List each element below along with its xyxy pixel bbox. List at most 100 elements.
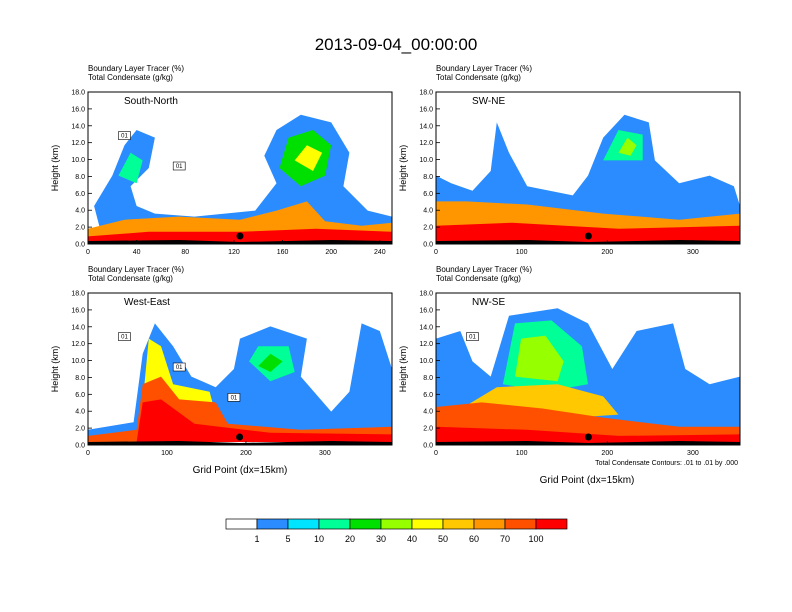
- terrain: [88, 240, 392, 244]
- tracer-field: [136, 399, 392, 442]
- contour-label-box: [227, 393, 241, 402]
- plot-frame: [87, 292, 393, 446]
- panel-header-line: Total Condensate (g/kg): [88, 73, 173, 82]
- terrain: [436, 240, 740, 244]
- y-tick-label: 0.0: [75, 443, 85, 450]
- colorbar: 1 5 10 20 30 40 50 60 70 100: [225, 518, 568, 544]
- x-tick-label: 300: [687, 450, 699, 457]
- y-tick-label: 4.0: [423, 409, 433, 416]
- y-tick-label: 14.0: [71, 123, 85, 130]
- y-tick-label: 14.0: [419, 324, 433, 331]
- colorbar-label: 20: [345, 534, 355, 544]
- contour-label: 01: [121, 134, 128, 140]
- x-tick-label: 100: [516, 249, 528, 256]
- colorbar-label: 30: [376, 534, 386, 544]
- x-axis-label-west-east: Grid Point (dx=15km): [193, 465, 288, 476]
- y-tick-label: 12.0: [419, 140, 433, 147]
- tracer-field: [118, 152, 143, 184]
- field-layer: [436, 308, 740, 445]
- y-tick-label: 16.0: [71, 106, 85, 113]
- y-tick-label: 8.0: [423, 375, 433, 382]
- y-tick-label: 2.0: [75, 225, 85, 232]
- y-tick-label: 2.0: [75, 426, 85, 433]
- y-tick-label: 18.0: [71, 291, 85, 298]
- x-tick-label: 240: [374, 249, 386, 256]
- y-tick-label: 6.0: [75, 392, 85, 399]
- panel-header-line: Boundary Layer Tracer (%): [436, 265, 532, 274]
- y-axis-label: Height (km): [50, 346, 60, 393]
- x-tick-label: 200: [601, 450, 613, 457]
- y-tick-label: 2.0: [423, 225, 433, 232]
- tracer-field: [294, 145, 323, 171]
- panel-name: West-East: [124, 297, 170, 308]
- contour-label: 01: [231, 395, 238, 401]
- y-tick-label: 2.0: [423, 426, 433, 433]
- y-tick-label: 0.0: [423, 242, 433, 249]
- panel-header-line: Boundary Layer Tracer (%): [88, 64, 184, 73]
- figure-title: 2013-09-04_00:00:00: [315, 35, 478, 54]
- x-tick-label: 120: [228, 249, 240, 256]
- colorbar-swatch: [287, 518, 320, 530]
- location-marker: [236, 433, 244, 441]
- location-marker: [584, 232, 592, 240]
- colorbar-swatch: [411, 518, 444, 530]
- contour-note: Total Condensate Contours: .01 to .01 by…: [595, 460, 738, 467]
- colorbar-swatch: [380, 518, 413, 530]
- colorbar-label: 10: [314, 534, 324, 544]
- y-tick-label: 6.0: [75, 191, 85, 198]
- plot-frame: [87, 91, 393, 245]
- y-tick-label: 10.0: [419, 157, 433, 164]
- x-tick-label: 0: [86, 249, 90, 256]
- location-marker: [584, 433, 592, 441]
- colorbar-swatch: [318, 518, 351, 530]
- panel-name: South-North: [124, 96, 178, 107]
- y-tick-label: 0.0: [75, 242, 85, 249]
- tracer-field: [618, 137, 637, 156]
- colorbar-label: 60: [469, 534, 479, 544]
- location-marker: [236, 232, 244, 240]
- colorbar-swatch: [504, 518, 537, 530]
- x-tick-label: 40: [133, 249, 141, 256]
- y-tick-label: 14.0: [71, 324, 85, 331]
- panel-south-north: Boundary Layer Tracer (%)Total Condensat…: [50, 64, 393, 256]
- y-axis-label: Height (km): [398, 145, 408, 192]
- contour-label: 01: [176, 365, 183, 371]
- panel-nw-se: Boundary Layer Tracer (%)Total Condensat…: [398, 265, 741, 457]
- terrain: [88, 441, 392, 445]
- y-tick-label: 4.0: [423, 208, 433, 215]
- panel-header-line: Total Condensate (g/kg): [436, 73, 521, 82]
- colorbar-label: 50: [438, 534, 448, 544]
- colorbar-label: 100: [528, 534, 543, 544]
- colorbar-swatch: [225, 518, 258, 530]
- x-tick-label: 200: [601, 249, 613, 256]
- y-tick-label: 10.0: [71, 157, 85, 164]
- panel-header-line: Total Condensate (g/kg): [88, 274, 173, 283]
- x-tick-label: 160: [277, 249, 289, 256]
- contour-label-box: [118, 332, 131, 341]
- contour-label: 01: [121, 335, 128, 341]
- x-tick-label: 300: [687, 249, 699, 256]
- x-tick-label: 300: [319, 450, 331, 457]
- contour-label: 01: [469, 335, 476, 341]
- x-tick-label: 0: [434, 249, 438, 256]
- contour-label-box: [172, 161, 186, 171]
- y-axis-label: Height (km): [50, 145, 60, 192]
- tracer-field: [515, 335, 564, 382]
- x-tick-label: 80: [181, 249, 189, 256]
- colorbar-label: 40: [407, 534, 417, 544]
- y-tick-label: 16.0: [71, 307, 85, 314]
- field-layer: [88, 114, 392, 244]
- x-tick-label: 100: [516, 450, 528, 457]
- y-tick-label: 18.0: [419, 291, 433, 298]
- y-tick-label: 18.0: [71, 90, 85, 97]
- tracer-field: [603, 130, 643, 161]
- x-tick-label: 200: [325, 249, 337, 256]
- colorbar-swatch: [256, 518, 289, 530]
- panel-name: NW-SE: [472, 297, 505, 308]
- x-axis-label-nw-se: Grid Point (dx=15km): [540, 475, 635, 486]
- terrain: [436, 441, 740, 445]
- colorbar-swatch: [349, 518, 382, 530]
- contour-label-box: [118, 131, 131, 140]
- panel-name: SW-NE: [472, 96, 505, 107]
